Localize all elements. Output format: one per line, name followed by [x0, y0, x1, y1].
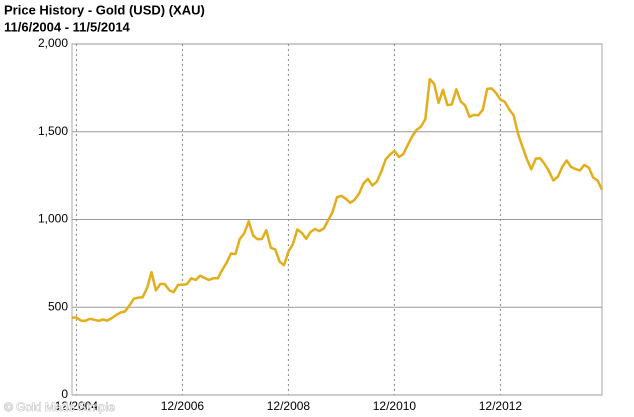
y-tick-label: 0 [61, 387, 68, 401]
x-tick-label: 12/2010 [373, 399, 417, 413]
x-tick-label: 12/2012 [479, 399, 523, 413]
chart-subtitle: 11/6/2004 - 11/5/2014 [4, 19, 131, 34]
chart-title: Price History - Gold (USD) (XAU) [4, 2, 205, 17]
y-tick-label: 500 [48, 299, 68, 313]
watermark: © Gold Made Simple [4, 400, 115, 414]
x-tick-label: 12/2006 [161, 399, 205, 413]
price-line [71, 77, 604, 323]
y-tick-label: 1,000 [38, 212, 68, 226]
y-tick-label: 1,500 [38, 124, 68, 138]
x-tick-label: 12/2008 [267, 399, 311, 413]
x-tick-label: 12/2004 [55, 399, 99, 413]
y-tick-label: 2,000 [38, 36, 68, 50]
